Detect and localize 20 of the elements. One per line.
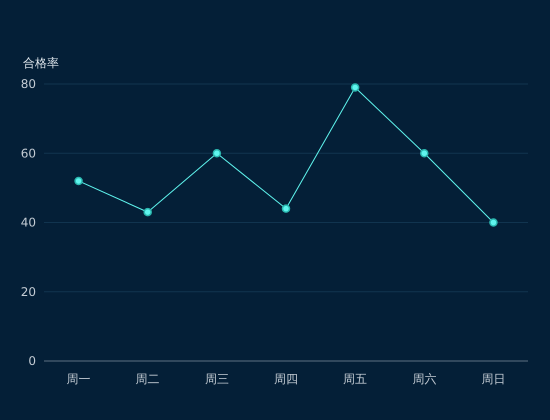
- x-tick-label: 周二: [136, 372, 160, 386]
- x-tick-label: 周日: [481, 372, 506, 386]
- x-tick-label: 周四: [274, 372, 298, 386]
- point: [420, 149, 429, 158]
- y-axis-title: 合格率: [23, 56, 59, 70]
- point: [143, 208, 152, 216]
- x-tick-label: 周三: [204, 372, 229, 386]
- point: [282, 204, 290, 213]
- point: [74, 176, 83, 186]
- y-tick-label: 80: [20, 77, 36, 91]
- y-tick-label: 60: [20, 146, 36, 160]
- y-tick-label: 20: [20, 284, 36, 299]
- point: [350, 83, 360, 92]
- x-tick-label: 周五: [343, 372, 368, 386]
- y-tick-label: 40: [20, 216, 36, 230]
- point: [212, 149, 222, 158]
- x-tick-label: 周六: [412, 372, 436, 386]
- x-tick-label: 周一: [66, 372, 91, 386]
- y-tick-label: 0: [28, 354, 36, 368]
- point: [489, 218, 498, 227]
